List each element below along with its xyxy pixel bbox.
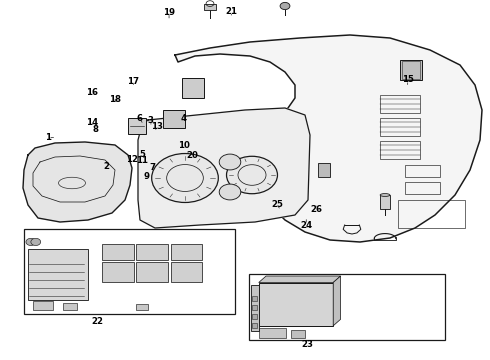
Bar: [204, 4, 216, 10]
Text: 5: 5: [139, 150, 145, 158]
Text: 16: 16: [86, 88, 98, 97]
Bar: [400, 60, 422, 80]
Bar: [291, 330, 305, 338]
Circle shape: [226, 156, 277, 194]
Bar: [171, 262, 202, 282]
Text: 20: 20: [186, 151, 198, 160]
Text: 24: 24: [300, 220, 312, 230]
Bar: [380, 195, 390, 209]
Bar: [380, 141, 420, 159]
Bar: [252, 314, 257, 319]
Bar: [102, 262, 134, 282]
Circle shape: [219, 154, 241, 170]
Bar: [128, 118, 146, 134]
Bar: [136, 244, 168, 260]
Bar: [136, 304, 148, 310]
Circle shape: [26, 238, 36, 246]
Bar: [163, 110, 185, 128]
Bar: [405, 182, 440, 194]
Bar: [398, 200, 465, 228]
Text: 8: 8: [93, 125, 98, 134]
Bar: [33, 301, 53, 310]
Text: 15: 15: [402, 76, 414, 85]
Bar: [380, 118, 420, 136]
Text: 25: 25: [271, 200, 283, 209]
Text: 13: 13: [151, 122, 163, 131]
Bar: [252, 323, 257, 328]
Bar: [380, 95, 420, 113]
Text: 21: 21: [225, 7, 237, 16]
Text: 26: 26: [310, 205, 322, 214]
Bar: [63, 303, 77, 310]
Bar: [252, 296, 257, 301]
Text: 18: 18: [109, 94, 121, 104]
Text: 1: 1: [45, 133, 51, 142]
Text: 23: 23: [302, 341, 314, 349]
Bar: [102, 244, 134, 260]
Polygon shape: [23, 142, 132, 222]
Bar: [24, 229, 235, 314]
Text: 19: 19: [163, 8, 175, 17]
Text: 2: 2: [104, 162, 110, 171]
Text: 9: 9: [143, 172, 149, 181]
Text: 12: 12: [126, 154, 138, 163]
Bar: [28, 249, 88, 300]
Circle shape: [219, 184, 241, 200]
Bar: [171, 244, 202, 260]
Circle shape: [280, 3, 290, 10]
Text: 6: 6: [137, 113, 143, 122]
Polygon shape: [175, 35, 482, 242]
Polygon shape: [259, 276, 341, 283]
Bar: [259, 328, 286, 338]
Text: 3: 3: [148, 116, 154, 125]
Text: 4: 4: [181, 113, 187, 122]
Circle shape: [152, 153, 219, 202]
Bar: [405, 165, 440, 177]
Text: 7: 7: [150, 163, 156, 172]
Bar: [259, 283, 333, 326]
Polygon shape: [333, 276, 341, 326]
Polygon shape: [138, 108, 310, 228]
Bar: [136, 262, 168, 282]
Text: 10: 10: [178, 141, 190, 150]
Text: 14: 14: [86, 118, 98, 127]
Circle shape: [31, 238, 41, 246]
Bar: [182, 78, 204, 98]
Text: 22: 22: [91, 317, 103, 325]
Bar: [249, 274, 445, 340]
Bar: [402, 62, 420, 78]
Bar: [252, 305, 257, 310]
Bar: [318, 163, 330, 177]
Ellipse shape: [380, 194, 390, 197]
Text: 17: 17: [127, 77, 139, 85]
Bar: [251, 284, 259, 331]
Text: 11: 11: [136, 156, 148, 165]
